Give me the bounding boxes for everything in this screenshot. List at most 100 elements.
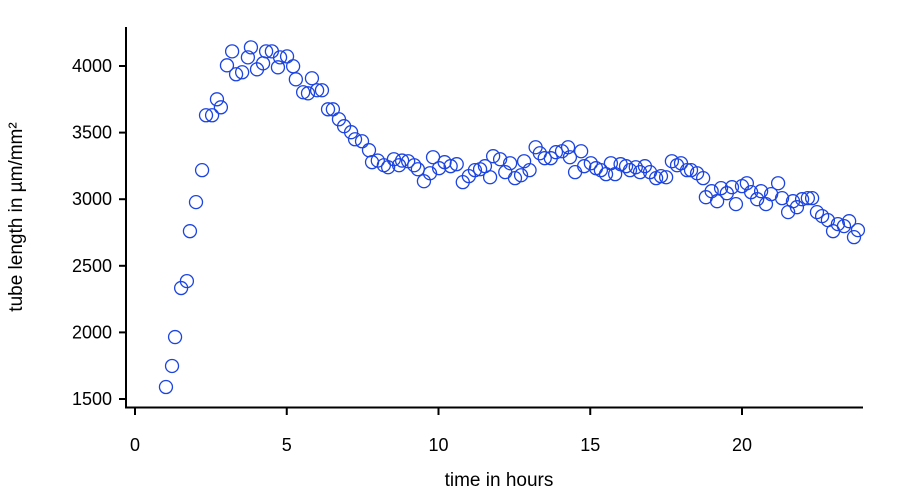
data-point — [309, 83, 325, 98]
x-tick-label: 15 — [580, 435, 600, 455]
data-point — [449, 157, 464, 172]
y-tick-label: 2000 — [72, 322, 112, 342]
data-point — [577, 159, 592, 174]
data-point — [204, 108, 220, 123]
data-point — [258, 44, 274, 59]
data-point — [850, 222, 866, 238]
data-point — [800, 190, 816, 206]
x-tick-label: 0 — [130, 435, 140, 455]
axes — [125, 27, 863, 409]
y-tick-label: 3500 — [72, 123, 112, 143]
data-point — [422, 166, 438, 181]
data-point — [804, 190, 820, 206]
data-point — [219, 58, 235, 73]
data-point — [562, 150, 578, 165]
data-point — [724, 180, 740, 195]
data-point — [846, 230, 862, 245]
data-point — [198, 108, 214, 123]
data-point — [343, 125, 359, 140]
data-point — [158, 379, 174, 395]
data-point — [228, 67, 244, 82]
data-point — [354, 134, 370, 149]
data-point — [164, 358, 180, 374]
data-point — [300, 86, 316, 101]
y-ticks: 1500 2000 2500 3000 3500 4000 — [72, 56, 126, 409]
data-point — [567, 165, 583, 180]
data-point — [394, 153, 410, 168]
data-point — [774, 190, 790, 206]
data-point — [607, 167, 623, 182]
data-point — [696, 171, 711, 186]
data-point — [209, 92, 225, 107]
data-point — [288, 72, 304, 87]
data-point — [573, 144, 589, 159]
data-point — [628, 160, 643, 175]
data-point — [234, 65, 250, 80]
y-tick-label: 3000 — [72, 189, 112, 209]
data-point — [658, 170, 674, 185]
data-point — [443, 159, 458, 174]
data-point — [410, 162, 426, 177]
y-tick-label: 2500 — [72, 256, 112, 276]
data-point — [739, 176, 755, 191]
data-point — [593, 163, 609, 178]
data-point — [664, 154, 680, 169]
x-tick-label: 5 — [282, 435, 292, 455]
data-point — [407, 158, 422, 173]
data-point — [304, 71, 320, 86]
data-point — [836, 218, 852, 234]
data-point — [182, 224, 198, 239]
data-point — [548, 145, 564, 160]
data-point — [485, 149, 501, 164]
data-point — [213, 100, 229, 115]
data-point — [537, 151, 552, 166]
y-axis-label: tube length in µm/mm² — [6, 122, 27, 311]
data-point — [167, 329, 183, 345]
x-ticks: 0 5 10 15 20 — [130, 407, 752, 455]
data-point — [502, 156, 518, 171]
data-point — [272, 50, 288, 65]
data-point — [809, 204, 825, 220]
data-point — [679, 163, 695, 178]
data-point — [224, 44, 240, 59]
data-points — [158, 40, 866, 395]
data-point — [753, 184, 769, 199]
y-tick-label: 1500 — [72, 389, 112, 409]
data-point — [841, 214, 857, 229]
data-point — [560, 140, 576, 155]
data-point — [270, 60, 286, 75]
x-tick-label: 10 — [428, 435, 448, 455]
data-point — [285, 59, 301, 74]
data-point — [391, 158, 407, 173]
data-point — [618, 159, 634, 174]
data-point — [734, 178, 750, 194]
data-point — [492, 152, 508, 167]
data-point — [188, 194, 204, 210]
data-point — [522, 163, 537, 178]
data-point — [709, 194, 725, 209]
data-point — [513, 168, 529, 183]
data-point — [583, 156, 599, 171]
data-point — [467, 163, 483, 178]
data-point — [482, 170, 498, 185]
x-tick-label: 20 — [732, 435, 752, 455]
data-point — [361, 143, 377, 158]
y-tick-label: 4000 — [72, 56, 112, 76]
data-point — [243, 40, 259, 55]
data-point — [295, 85, 311, 100]
data-point — [320, 102, 336, 117]
data-point — [179, 273, 195, 289]
data-point — [830, 216, 846, 232]
data-point — [794, 192, 810, 207]
x-axis-label: time in hours — [445, 470, 554, 491]
data-point — [789, 200, 805, 215]
data-point — [750, 192, 765, 207]
data-point — [770, 176, 786, 191]
data-point — [653, 169, 669, 184]
data-point — [314, 83, 330, 98]
data-point — [194, 163, 210, 178]
data-point — [240, 50, 256, 65]
data-point — [347, 132, 363, 147]
data-point — [728, 196, 744, 212]
